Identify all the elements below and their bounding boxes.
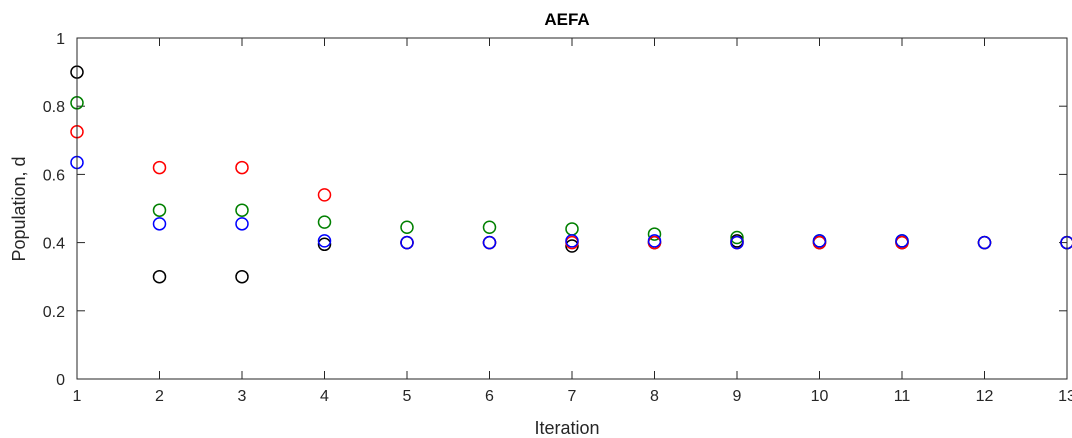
data-point bbox=[235, 160, 249, 175]
data-point bbox=[152, 160, 167, 175]
data-point bbox=[565, 222, 579, 236]
x-tick-label: 1 bbox=[73, 388, 82, 405]
data-point bbox=[317, 215, 332, 229]
data-markers bbox=[70, 65, 1072, 284]
data-point bbox=[730, 230, 744, 245]
x-tick-label: 5 bbox=[403, 388, 412, 405]
chart-title: AEFA bbox=[544, 10, 589, 29]
x-tick-label: 10 bbox=[811, 388, 829, 405]
x-tick-label: 12 bbox=[976, 388, 994, 405]
x-tick-label: 2 bbox=[155, 388, 164, 405]
y-tick-label: 0.2 bbox=[43, 304, 65, 321]
data-point bbox=[812, 234, 827, 248]
x-tick-label: 9 bbox=[733, 388, 742, 405]
y-tick-label: 1 bbox=[56, 31, 65, 48]
data-point bbox=[482, 235, 497, 250]
x-tick-label: 11 bbox=[894, 388, 911, 405]
data-point bbox=[482, 220, 497, 235]
data-point bbox=[152, 269, 167, 284]
data-point bbox=[317, 237, 332, 252]
x-axis-label: Iteration bbox=[534, 418, 599, 438]
data-point bbox=[647, 234, 662, 248]
x-tick-label: 13 bbox=[1058, 388, 1072, 405]
x-tick-label: 3 bbox=[238, 388, 247, 405]
data-point bbox=[895, 234, 909, 248]
x-tick-label: 8 bbox=[650, 388, 659, 405]
x-tick-label: 7 bbox=[568, 388, 577, 405]
data-point bbox=[152, 203, 167, 217]
data-point bbox=[235, 269, 249, 284]
data-point bbox=[235, 217, 249, 231]
data-point bbox=[400, 220, 414, 235]
data-point bbox=[317, 188, 332, 202]
data-point bbox=[317, 234, 332, 248]
data-point bbox=[977, 235, 992, 250]
x-tick-label: 6 bbox=[485, 388, 494, 405]
y-tick-label: 0.8 bbox=[43, 99, 65, 116]
x-tick-label: 4 bbox=[320, 388, 329, 405]
data-point bbox=[730, 235, 744, 250]
data-point bbox=[235, 203, 249, 217]
data-point bbox=[565, 234, 579, 248]
y-axis-label: Population, d bbox=[9, 156, 29, 261]
y-tick-label: 0.4 bbox=[43, 236, 65, 253]
y-tick-label: 0 bbox=[56, 372, 65, 389]
data-point bbox=[152, 217, 167, 231]
y-tick-label: 0.6 bbox=[43, 167, 65, 184]
data-point bbox=[400, 235, 414, 250]
data-point bbox=[565, 239, 579, 253]
axis-ticks bbox=[76, 37, 1068, 380]
plot-frame bbox=[76, 37, 1068, 380]
data-point bbox=[647, 227, 662, 241]
